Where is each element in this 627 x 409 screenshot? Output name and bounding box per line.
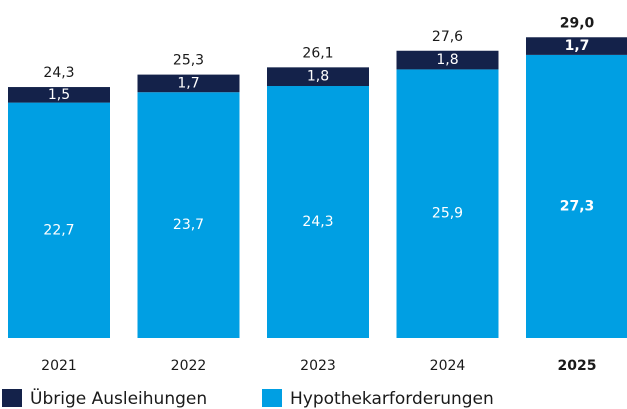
x-tick-label: 2022 (171, 358, 207, 374)
bar-segment (396, 50, 499, 70)
bar-segment (526, 54, 627, 339)
legend-label: Hypothekarforderungen (290, 389, 494, 409)
segment-label: 1,7 (177, 75, 199, 91)
x-tick-label: 2024 (430, 358, 466, 374)
segment-label: 1,8 (307, 69, 329, 85)
x-tick-label: 2021 (41, 358, 77, 374)
bar-segment (396, 69, 499, 339)
total-label: 24,3 (43, 65, 74, 81)
bar-segment (267, 67, 369, 87)
segment-label: 1,8 (436, 52, 458, 68)
legend-swatch (262, 389, 282, 407)
bar-segment (8, 102, 110, 338)
segment-label: 1,7 (565, 38, 590, 54)
segment-label: 25,9 (432, 206, 463, 222)
legend-label: Übrige Ausleihungen (30, 387, 207, 409)
segment-label: 22,7 (43, 222, 74, 238)
bar-segment (137, 92, 240, 338)
segment-label: 24,3 (302, 214, 333, 230)
x-tick-label: 2025 (558, 358, 597, 374)
total-label: 27,6 (432, 29, 463, 45)
x-tick-label: 2023 (300, 358, 336, 374)
bar-segment (267, 86, 369, 338)
bar-segment (137, 74, 240, 93)
total-label: 29,0 (560, 15, 595, 31)
segment-label: 23,7 (173, 217, 204, 233)
total-label: 26,1 (302, 45, 333, 61)
bar-segment (526, 37, 627, 55)
bar-segment (8, 87, 110, 103)
segment-label: 27,3 (560, 198, 595, 214)
legend-swatch (2, 389, 22, 407)
segment-label: 1,5 (48, 87, 70, 103)
total-label: 25,3 (173, 53, 204, 69)
